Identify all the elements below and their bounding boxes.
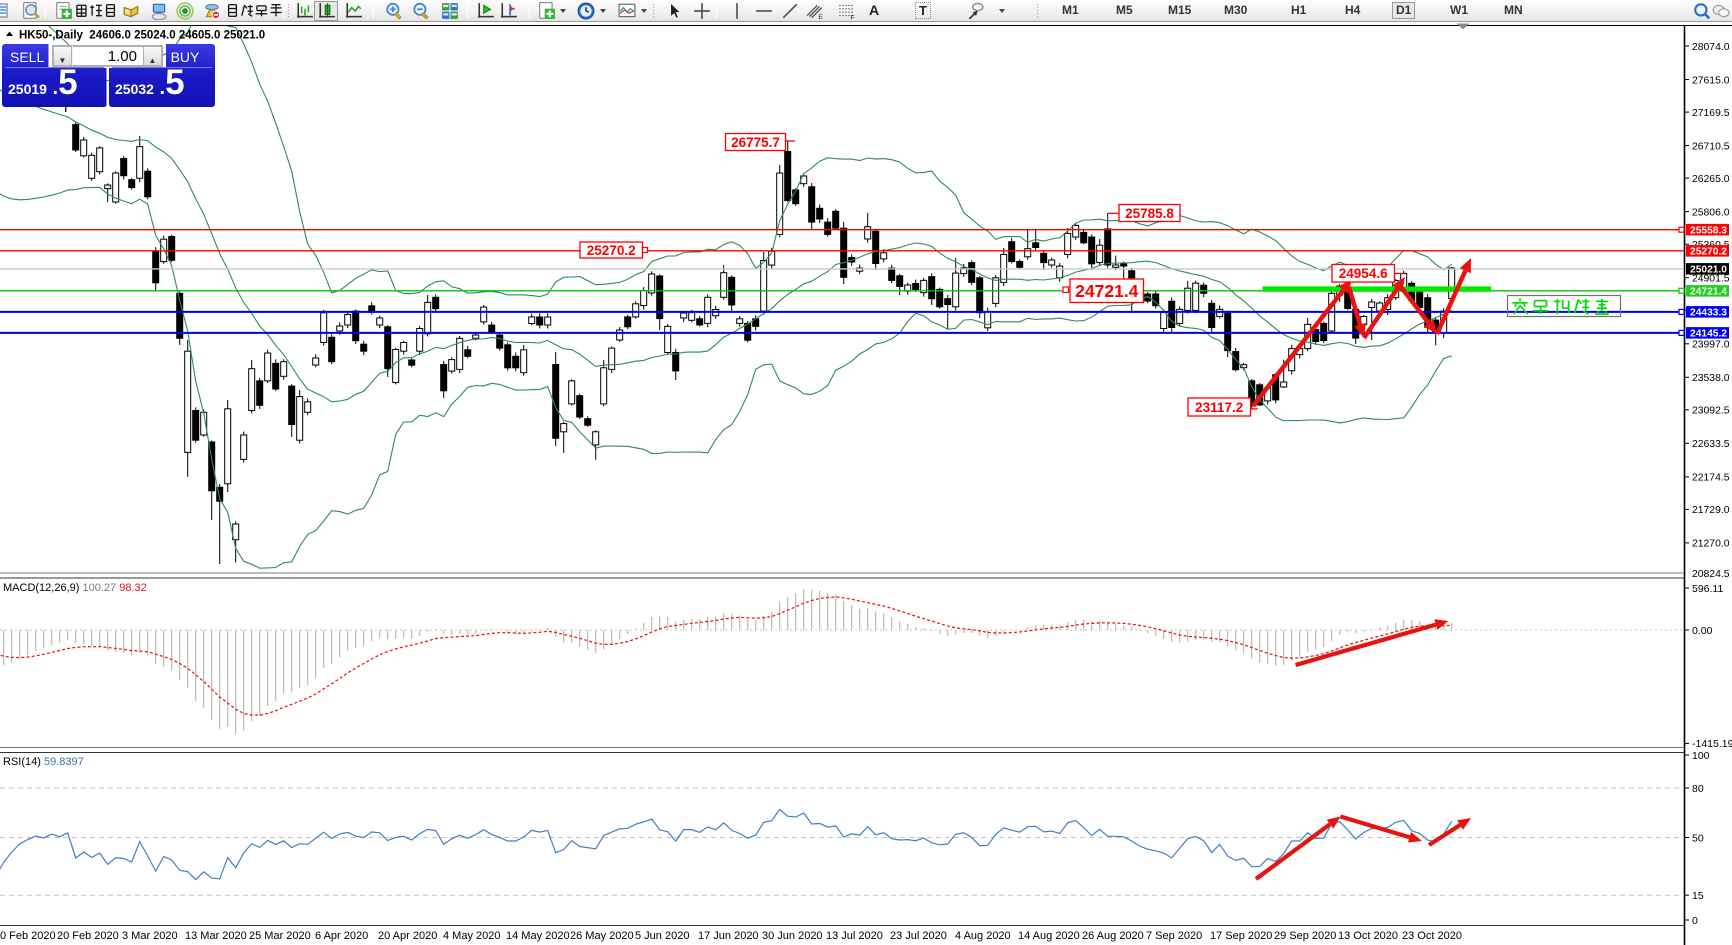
svg-text:15: 15 bbox=[1692, 890, 1704, 902]
svg-text:23997.0: 23997.0 bbox=[1692, 339, 1730, 351]
svg-text:14 May 2020: 14 May 2020 bbox=[506, 930, 570, 942]
svg-text:E: E bbox=[818, 14, 823, 20]
svg-text:0 Feb 2020: 0 Feb 2020 bbox=[0, 930, 56, 942]
svg-text:21270.0: 21270.0 bbox=[1692, 538, 1730, 550]
svg-text:RSI(14) 59.8397: RSI(14) 59.8397 bbox=[3, 756, 84, 768]
svg-text:28074.0: 28074.0 bbox=[1692, 41, 1730, 53]
svg-text:4 May 2020: 4 May 2020 bbox=[443, 930, 500, 942]
svg-text:3 Mar 2020: 3 Mar 2020 bbox=[122, 930, 178, 942]
svg-text:6 Apr 2020: 6 Apr 2020 bbox=[315, 930, 368, 942]
svg-text:24721.4: 24721.4 bbox=[1690, 286, 1727, 298]
svg-text:27615.0: 27615.0 bbox=[1692, 74, 1730, 86]
svg-text:26 May 2020: 26 May 2020 bbox=[570, 930, 634, 942]
svg-text:0: 0 bbox=[1692, 915, 1698, 927]
svg-text:24721.4: 24721.4 bbox=[1075, 281, 1139, 301]
svg-text:17 Sep 2020: 17 Sep 2020 bbox=[1210, 930, 1272, 942]
svg-text:26 Aug 2020: 26 Aug 2020 bbox=[1082, 930, 1144, 942]
svg-text:25806.0: 25806.0 bbox=[1692, 206, 1730, 218]
svg-text:13 Oct 2020: 13 Oct 2020 bbox=[1338, 930, 1398, 942]
svg-text:7 Sep 2020: 7 Sep 2020 bbox=[1146, 930, 1202, 942]
svg-text:25785.8: 25785.8 bbox=[1125, 206, 1174, 221]
svg-text:22174.5: 22174.5 bbox=[1692, 472, 1730, 484]
svg-text:30 Jun 2020: 30 Jun 2020 bbox=[762, 930, 823, 942]
svg-text:23538.0: 23538.0 bbox=[1692, 372, 1730, 384]
svg-text:20 Apr 2020: 20 Apr 2020 bbox=[378, 930, 437, 942]
svg-text:23 Oct 2020: 23 Oct 2020 bbox=[1402, 930, 1462, 942]
svg-text:13 Mar 2020: 13 Mar 2020 bbox=[185, 930, 247, 942]
svg-text:26265.0: 26265.0 bbox=[1692, 173, 1730, 185]
svg-text:23117.2: 23117.2 bbox=[1195, 400, 1243, 415]
svg-text:26775.7: 26775.7 bbox=[731, 135, 780, 150]
svg-text:24954.6: 24954.6 bbox=[1339, 266, 1388, 281]
svg-text:23 Jul 2020: 23 Jul 2020 bbox=[890, 930, 947, 942]
svg-text:25558.3: 25558.3 bbox=[1690, 225, 1727, 237]
svg-text:-1415.19: -1415.19 bbox=[1692, 738, 1732, 750]
svg-text:22633.5: 22633.5 bbox=[1692, 438, 1730, 450]
svg-text:23092.5: 23092.5 bbox=[1692, 405, 1730, 417]
svg-text:5 Jun 2020: 5 Jun 2020 bbox=[635, 930, 689, 942]
svg-text:24145.2: 24145.2 bbox=[1690, 328, 1727, 340]
svg-text:17 Jun 2020: 17 Jun 2020 bbox=[698, 930, 759, 942]
svg-text:25021.0: 25021.0 bbox=[1690, 264, 1727, 276]
svg-text:25270.2: 25270.2 bbox=[587, 243, 636, 258]
svg-text:25 Mar 2020: 25 Mar 2020 bbox=[249, 930, 311, 942]
svg-text:27169.5: 27169.5 bbox=[1692, 107, 1730, 119]
svg-text:4 Aug 2020: 4 Aug 2020 bbox=[955, 930, 1011, 942]
svg-text:F: F bbox=[850, 14, 854, 20]
svg-text:13 Jul 2020: 13 Jul 2020 bbox=[826, 930, 883, 942]
svg-text:25270.2: 25270.2 bbox=[1690, 246, 1727, 258]
svg-text:HK50-,Daily 24606.0 25024.0 2: HK50-,Daily 24606.0 25024.0 24605.0 2502… bbox=[19, 30, 265, 42]
svg-text:596.11: 596.11 bbox=[1692, 583, 1723, 595]
svg-text:14 Aug 2020: 14 Aug 2020 bbox=[1018, 930, 1080, 942]
svg-text:21729.0: 21729.0 bbox=[1692, 504, 1730, 516]
svg-text:100: 100 bbox=[1692, 750, 1710, 762]
svg-text:24433.3: 24433.3 bbox=[1690, 307, 1727, 319]
svg-text:24901.5: 24901.5 bbox=[1692, 273, 1730, 285]
svg-text:20824.5: 20824.5 bbox=[1692, 568, 1730, 580]
svg-text:80: 80 bbox=[1692, 783, 1704, 795]
svg-text:20 Feb 2020: 20 Feb 2020 bbox=[57, 930, 119, 942]
svg-text:26710.5: 26710.5 bbox=[1692, 140, 1730, 152]
svg-text:29 Sep 2020: 29 Sep 2020 bbox=[1274, 930, 1336, 942]
svg-text:MACD(12,26,9) 100.27 98.32: MACD(12,26,9) 100.27 98.32 bbox=[3, 582, 147, 594]
svg-text:50: 50 bbox=[1692, 832, 1704, 844]
svg-text:0.00: 0.00 bbox=[1692, 625, 1713, 637]
